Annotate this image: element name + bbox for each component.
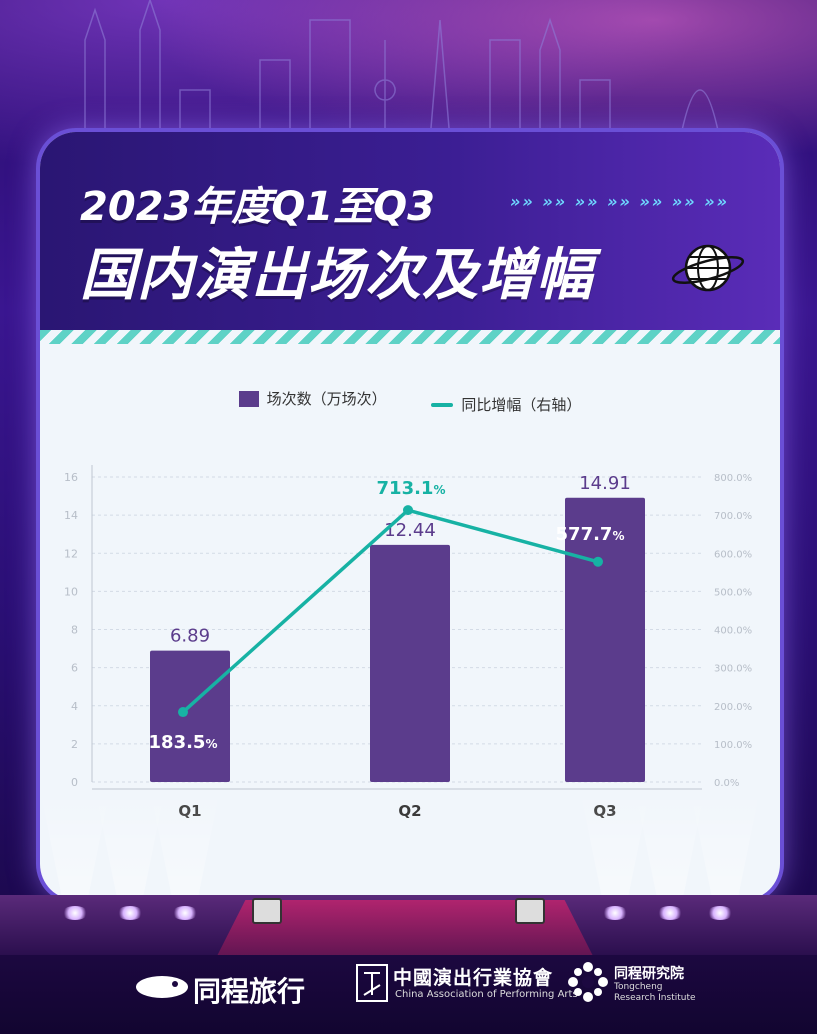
- legend-bar-swatch: [238, 390, 259, 407]
- legend-bar: 场次数（万场次）: [238, 388, 387, 409]
- y-left-tick-label: 0: [71, 776, 78, 789]
- x-tick-label: Q1: [178, 802, 201, 820]
- bar: [370, 544, 450, 782]
- line-point: [593, 556, 603, 567]
- footer: 同程旅行 中國演出行業協會 China Association of Perfo…: [0, 955, 817, 1034]
- line-value-suffix: %: [433, 483, 445, 497]
- bar-value-label: 12.44: [384, 520, 436, 541]
- y-right-tick-label: 400.0%: [714, 626, 752, 637]
- city-skyline: [84, 0, 721, 140]
- y-right-tick-label: 700.0%: [714, 511, 752, 522]
- legend-line-swatch: [431, 402, 454, 407]
- research-institute-logo-icon: [568, 962, 608, 1002]
- brand-caopa-en: China Association of Performing Arts: [395, 989, 578, 1000]
- combo-chart: 0 2 4 6 8 10 12 14 16 0.0% 100.0% 200.0% 300.0% 400.0…: [64, 465, 752, 820]
- spotlight-fixture: [252, 898, 282, 924]
- y-right-tick-label: 0.0%: [714, 778, 739, 789]
- line-point: [403, 505, 413, 516]
- tongcheng-logo-icon: [136, 976, 188, 998]
- y-right-tick-label: 600.0%: [714, 549, 752, 560]
- line-point: [178, 707, 188, 718]
- legend-bar-label: 场次数（万场次）: [266, 390, 387, 408]
- y-right-tick-label: 200.0%: [714, 702, 752, 713]
- y-left-tick-label: 4: [71, 700, 78, 713]
- bar-value-label: 6.89: [170, 626, 210, 647]
- brand-caopa: 中國演出行業協會: [393, 967, 554, 989]
- header-stripe: [40, 330, 780, 344]
- stage-light: [172, 906, 198, 920]
- line-value-label: 713.1%: [377, 478, 446, 499]
- brand-research-en2: Research Institute: [614, 993, 696, 1003]
- stage-light: [117, 906, 143, 920]
- legend-line: 同比增幅（右轴）: [431, 394, 581, 415]
- y-right-tick-label: 100.0%: [714, 740, 752, 751]
- y-left-tick-label: 6: [71, 662, 78, 675]
- y-left-tick-label: 10: [64, 585, 78, 598]
- line-value-label: 577.7%: [556, 524, 625, 545]
- chart-card: 2023年度Q1至Q3 国内演出场次及增幅 »» »» »» »» »» »» …: [40, 132, 780, 900]
- caopa-seal-icon: [356, 964, 388, 1002]
- line-value-label: 183.5%: [149, 732, 218, 753]
- brand-tongcheng: 同程旅行: [193, 975, 306, 1008]
- y-right-tick-label: 300.0%: [714, 664, 752, 675]
- x-tick-label: Q3: [593, 802, 616, 820]
- stage-light: [657, 906, 683, 920]
- y-left-tick-label: 2: [71, 738, 78, 751]
- bar: [565, 497, 645, 782]
- brand-research-en1: Tongcheng: [614, 982, 663, 992]
- spotlight-fixture: [515, 898, 545, 924]
- legend: 场次数（万场次） 同比增幅（右轴）: [40, 388, 780, 415]
- line-value-suffix: %: [205, 737, 217, 751]
- y-left-tick-label: 8: [71, 624, 78, 637]
- y-right-tick-label: 500.0%: [714, 587, 752, 598]
- title-line-2: 国内演出场次及增幅: [80, 243, 593, 308]
- x-tick-label: Q2: [398, 802, 421, 820]
- decorative-arrows: »» »» »» »» »» »» »»: [510, 192, 729, 211]
- stage-light: [62, 906, 88, 920]
- y-right-tick-label: 800.0%: [714, 473, 752, 484]
- y-left-tick-label: 12: [64, 547, 78, 560]
- y-left-tick-label: 14: [64, 509, 78, 522]
- stage-light: [707, 906, 733, 920]
- legend-line-label: 同比增幅（右轴）: [461, 396, 582, 414]
- bar-value-label: 14.91: [579, 473, 631, 494]
- card-header: 2023年度Q1至Q3 国内演出场次及增幅 »» »» »» »» »» »» …: [40, 132, 780, 330]
- title-line-1: 2023年度Q1至Q3: [80, 184, 435, 230]
- brand-research: 同程研究院: [614, 966, 684, 982]
- bar: [150, 650, 230, 782]
- y-left-tick-label: 16: [64, 471, 78, 484]
- line-value-suffix: %: [612, 529, 624, 543]
- stage-light: [602, 906, 628, 920]
- globe-icon: [671, 244, 745, 292]
